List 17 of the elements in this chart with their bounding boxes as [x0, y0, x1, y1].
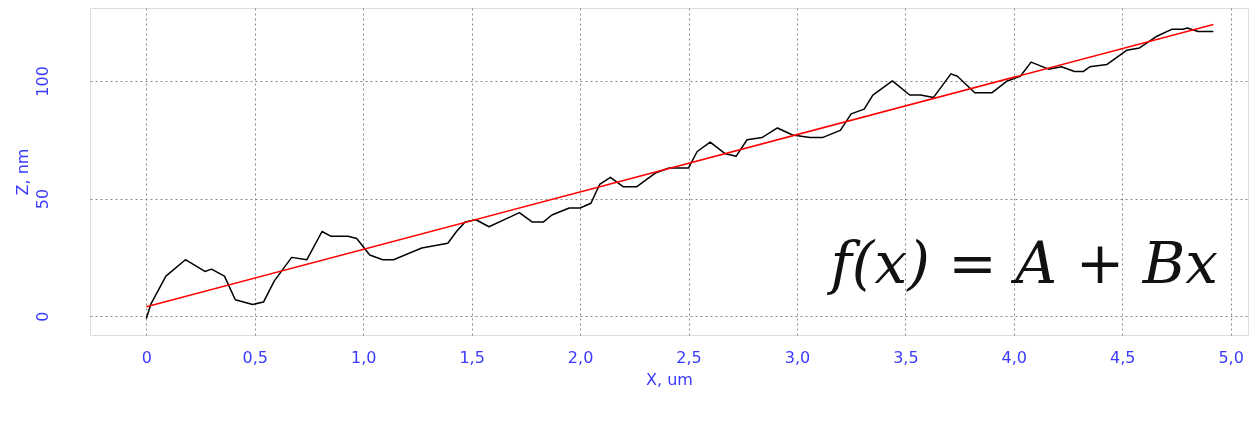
x-tick-label: 2,0 [567, 347, 594, 367]
x-tick-label: 3,0 [784, 347, 811, 367]
y-axis-title: Z, nm [12, 148, 32, 196]
y-tick-label: 0 [32, 311, 52, 322]
x-tick-label: 4,5 [1110, 347, 1136, 367]
x-axis-title: X, um [646, 369, 693, 389]
x-tick-label: 5,0 [1218, 347, 1244, 367]
x-tick-label: 4,0 [1001, 347, 1028, 367]
x-tick-label: 3,5 [893, 347, 919, 367]
x-tick-label: 0 [141, 347, 152, 367]
annotation: f(x) = A + Bx [826, 229, 1218, 297]
y-tick-label: 100 [32, 66, 52, 97]
x-tick-label: 0,5 [242, 347, 269, 367]
y-tick-label: 50 [32, 188, 52, 210]
x-tick-label: 2,5 [676, 347, 702, 367]
x-tick-label: 1,5 [459, 347, 485, 367]
x-tick-label: 1,0 [351, 347, 377, 367]
